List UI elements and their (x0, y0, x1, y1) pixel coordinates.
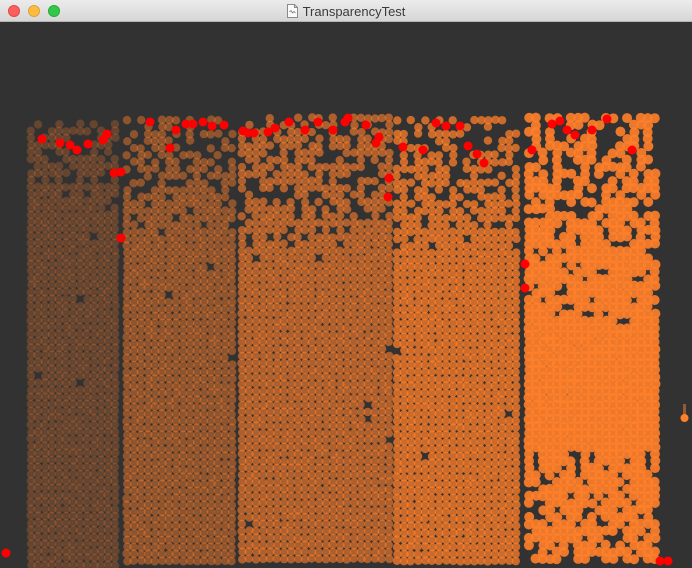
particle-bin-4 (392, 115, 521, 566)
close-button[interactable] (8, 5, 20, 17)
window-title: TransparencyTest (302, 3, 406, 19)
document-icon (286, 4, 298, 18)
edge-marker (680, 404, 689, 422)
minimize-button[interactable] (28, 5, 40, 17)
title-bar[interactable]: TransparencyTest (0, 0, 692, 22)
zoom-button[interactable] (48, 5, 60, 17)
particle-bin-2 (122, 115, 237, 566)
simulation-canvas[interactable] (0, 22, 692, 568)
particle-bin-5 (523, 112, 661, 565)
particle-bin-3 (237, 113, 394, 564)
highlight-markers (1, 113, 673, 566)
particle-bin-1 (26, 119, 120, 568)
particle-field (1, 112, 689, 568)
title-group: TransparencyTest (0, 0, 692, 22)
